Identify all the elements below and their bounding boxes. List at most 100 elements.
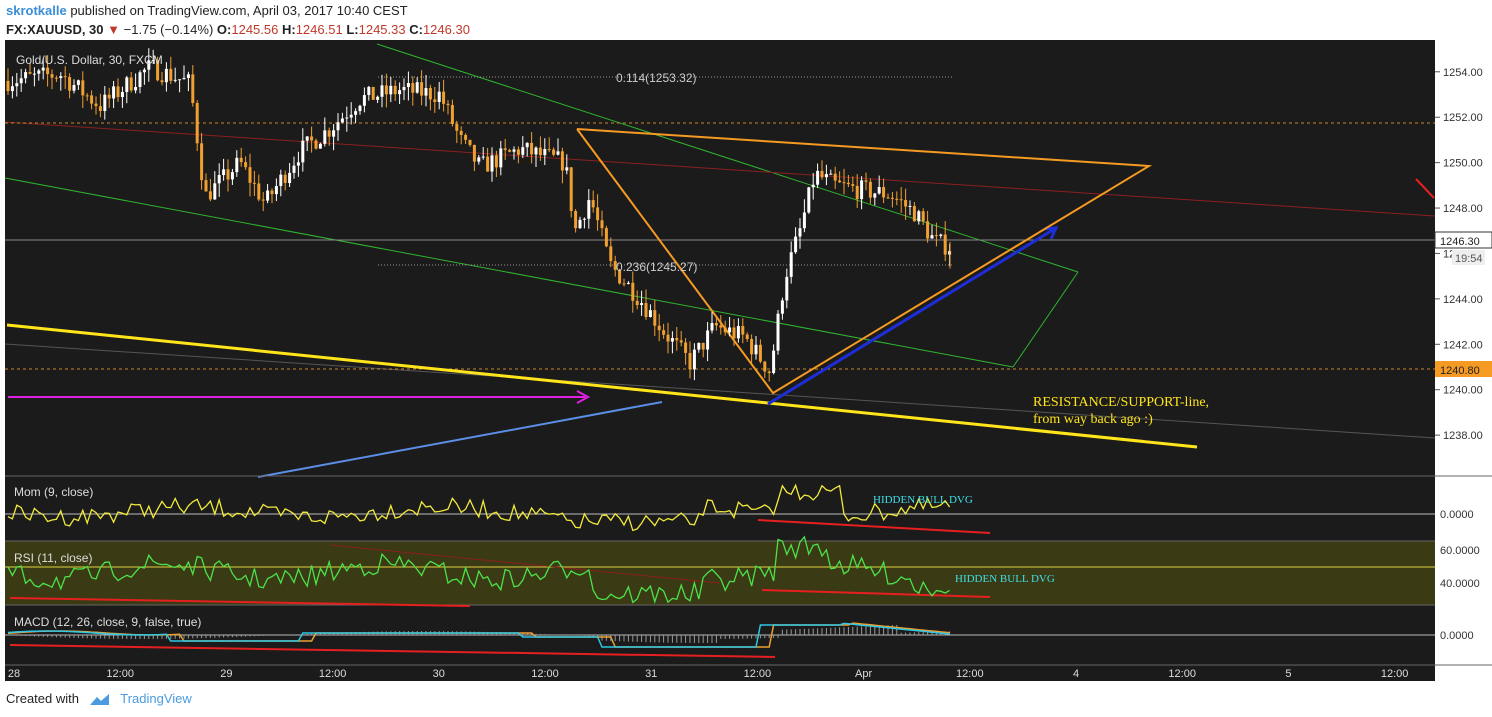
candle-body bbox=[252, 182, 256, 184]
magenta-arrowhead bbox=[576, 390, 591, 404]
candle-body bbox=[68, 77, 72, 91]
candle-body bbox=[754, 344, 758, 355]
macd-label: MACD (12, 26, close, 9, false, true) bbox=[14, 615, 201, 629]
candle-body bbox=[103, 94, 107, 111]
countdown-badge bbox=[1452, 250, 1485, 265]
candle-body bbox=[6, 80, 10, 92]
candle-body bbox=[222, 169, 226, 176]
candle-body bbox=[41, 67, 45, 71]
candle-body bbox=[574, 211, 578, 229]
tradingview-link[interactable]: TradingView bbox=[120, 691, 192, 706]
candle-body bbox=[723, 327, 727, 333]
candle-body bbox=[270, 190, 274, 195]
candle-body bbox=[538, 147, 542, 156]
candle-body bbox=[279, 174, 283, 187]
time-tick-label: 5 bbox=[1285, 668, 1291, 680]
candle-body bbox=[50, 74, 54, 78]
candle-body bbox=[142, 69, 146, 73]
low-value: 1245.33 bbox=[358, 22, 406, 37]
candle-body bbox=[314, 140, 318, 149]
change-value: −1.75 (−0.14%) bbox=[123, 22, 214, 37]
candle-body bbox=[420, 82, 424, 96]
author-link[interactable]: skrotkalle bbox=[6, 3, 67, 18]
candle-body bbox=[877, 187, 881, 194]
candle-body bbox=[336, 122, 340, 131]
symbol-label: FX:XAUUSD, 30 bbox=[6, 22, 104, 37]
candle-body bbox=[151, 60, 155, 62]
time-tick-label: 29 bbox=[220, 668, 232, 680]
candle-body bbox=[679, 340, 683, 343]
price-tick-label: 1248.00 bbox=[1443, 203, 1483, 215]
candle-body bbox=[899, 199, 903, 201]
candle-body bbox=[411, 83, 415, 93]
candle-body bbox=[851, 184, 855, 186]
footer: Created with TradingView bbox=[6, 691, 192, 707]
candle-body bbox=[257, 183, 261, 200]
candle-body bbox=[310, 136, 314, 141]
candle-body bbox=[200, 143, 204, 181]
candle-body bbox=[780, 300, 784, 314]
candle-body bbox=[283, 174, 287, 184]
candle-body bbox=[926, 221, 930, 239]
green-channel-edge bbox=[1012, 271, 1079, 368]
candle-body bbox=[182, 77, 186, 80]
candle-body bbox=[147, 60, 151, 70]
candle-body bbox=[543, 149, 547, 156]
candle-body bbox=[362, 95, 366, 106]
chart-canvas[interactable]: 1254.001252.001250.001248.001246.001244.… bbox=[0, 40, 1492, 685]
publish-info: skrotkalle published on TradingView.com,… bbox=[6, 3, 408, 18]
candle-body bbox=[340, 118, 344, 123]
candle-body bbox=[393, 85, 397, 95]
candle-body bbox=[464, 134, 468, 140]
rsi-dvg-label: HIDDEN BULL DVG bbox=[955, 573, 1055, 585]
candle-body bbox=[468, 139, 472, 145]
candle-body bbox=[59, 76, 63, 78]
candle-body bbox=[644, 303, 648, 318]
candle-body bbox=[15, 83, 19, 87]
time-tick-label: 12:00 bbox=[319, 668, 347, 680]
candle-body bbox=[732, 327, 736, 339]
support-line bbox=[6, 323, 1198, 449]
candle-body bbox=[292, 165, 296, 173]
current-price-badge bbox=[1434, 231, 1492, 249]
candle-body bbox=[556, 151, 560, 155]
candle-body bbox=[657, 325, 661, 331]
countdown-label: 19:54 bbox=[1455, 253, 1483, 265]
candle-body bbox=[631, 282, 635, 301]
candle-body bbox=[569, 167, 573, 212]
time-tick-label: 28 bbox=[8, 668, 20, 680]
candle-body bbox=[208, 191, 212, 200]
candle-body bbox=[24, 72, 28, 79]
candles bbox=[6, 48, 952, 382]
candle-body bbox=[666, 334, 670, 342]
candle-body bbox=[895, 198, 899, 200]
candle-body bbox=[217, 175, 221, 184]
annotation-note-1: RESISTANCE/SUPPORT-line, bbox=[1033, 395, 1209, 410]
marked-level-label: 1240.80 bbox=[1440, 365, 1480, 377]
open-label: O: bbox=[216, 22, 232, 37]
candle-body bbox=[486, 156, 490, 172]
candle-body bbox=[186, 74, 190, 78]
candle-body bbox=[776, 313, 780, 351]
candle-body bbox=[195, 103, 199, 144]
candle-body bbox=[112, 86, 116, 99]
mom-label: Mom (9, close) bbox=[14, 485, 93, 499]
indicator-lines bbox=[7, 483, 951, 648]
candle-body bbox=[129, 77, 133, 91]
candle-body bbox=[354, 111, 358, 115]
tradingview-logo-icon[interactable] bbox=[89, 693, 111, 707]
chart-title: Gold/U.S. Dollar, 30, FXCM bbox=[16, 53, 163, 67]
candle-body bbox=[829, 173, 833, 175]
price-axis[interactable] bbox=[1435, 40, 1492, 681]
candle-body bbox=[274, 186, 278, 195]
time-tick-label: 12:00 bbox=[956, 668, 984, 680]
candle-body bbox=[912, 205, 916, 222]
close-value: 1246.30 bbox=[422, 22, 470, 37]
candle-body bbox=[499, 148, 503, 168]
candle-body bbox=[384, 85, 388, 95]
price-tick-label: 1238.00 bbox=[1443, 430, 1483, 442]
candle-body bbox=[934, 235, 938, 237]
low-label: L: bbox=[346, 22, 359, 37]
indicator-tick-label: 40.0000 bbox=[1440, 578, 1480, 590]
candle-body bbox=[534, 147, 538, 155]
